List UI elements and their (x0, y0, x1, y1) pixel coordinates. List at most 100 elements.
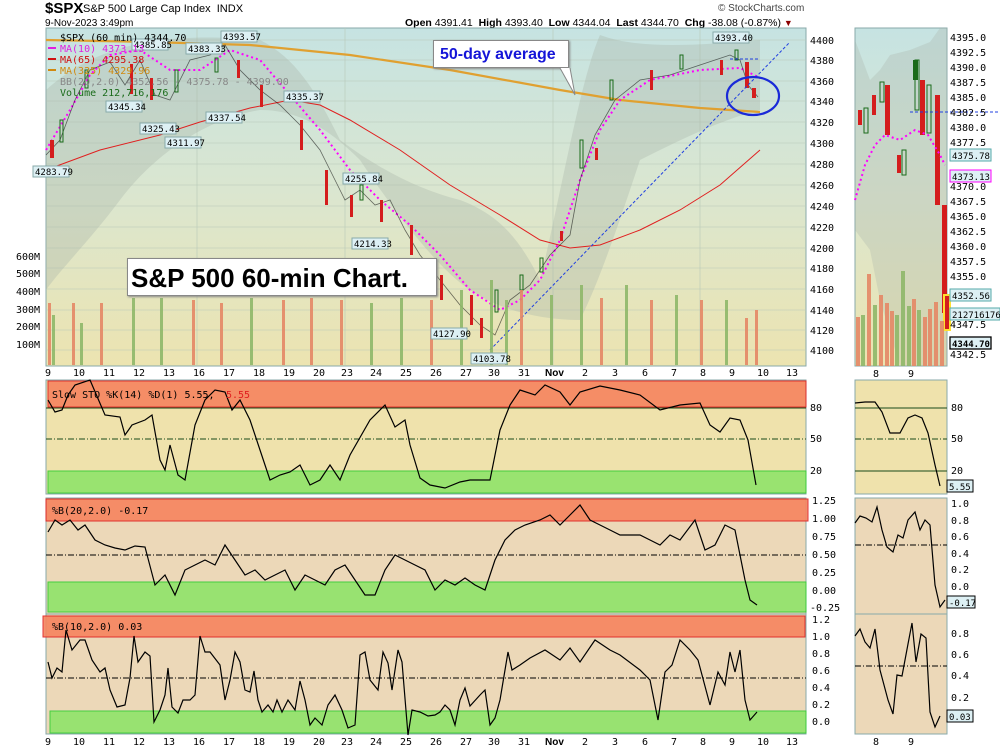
svg-text:20: 20 (313, 368, 325, 379)
svg-text:4340: 4340 (810, 97, 834, 108)
svg-text:30: 30 (488, 368, 500, 379)
svg-text:4355.0: 4355.0 (950, 272, 986, 283)
svg-text:17: 17 (223, 368, 235, 379)
svg-text:19: 19 (283, 368, 295, 379)
svg-text:0.00: 0.00 (812, 586, 836, 597)
svg-text:9: 9 (729, 368, 735, 379)
svg-text:9: 9 (908, 737, 914, 748)
svg-text:13: 13 (786, 368, 798, 379)
svg-text:4260: 4260 (810, 181, 834, 192)
main-price-panel: 4400 4380 4360 4340 4320 4300 4280 4260 4240 42… (16, 27, 834, 379)
svg-text:4127.90: 4127.90 (433, 330, 471, 340)
svg-text:4120: 4120 (810, 326, 834, 337)
exchange: INDX (216, 3, 244, 15)
percent-b10-panel: 1.21.00.80.6 0.40.20.0 9 10 11 12 13 16 17 18 … (42, 613, 830, 748)
svg-text:20: 20 (313, 737, 325, 748)
svg-text:100M: 100M (16, 340, 40, 351)
ma10-tag: 4373.13 (952, 173, 990, 183)
legend-bb: BB(20,2.0) 4352.56 - 4375.78 - 4399.00 (60, 77, 289, 88)
legend-ma65: MA(65) 4295.38 (60, 55, 144, 66)
svg-text:4347.5: 4347.5 (950, 320, 986, 331)
svg-text:4335.37: 4335.37 (286, 93, 324, 103)
low-value: 4344.04 (572, 17, 611, 29)
last-label: Last (616, 17, 638, 29)
svg-text:4140: 4140 (810, 306, 834, 317)
svg-text:27: 27 (460, 368, 472, 379)
svg-text:4280: 4280 (810, 160, 834, 171)
svg-text:12: 12 (133, 368, 145, 379)
svg-text:80: 80 (810, 403, 822, 414)
svg-text:8: 8 (873, 737, 879, 748)
svg-text:400M: 400M (16, 287, 40, 298)
index-name-text: S&P 500 Large Cap Index (83, 3, 211, 15)
svg-text:4255.84: 4255.84 (345, 175, 383, 185)
svg-text:4214.33: 4214.33 (354, 240, 392, 250)
svg-text:0.6: 0.6 (951, 532, 969, 543)
svg-text:0.50: 0.50 (812, 550, 836, 561)
svg-text:31: 31 (518, 737, 530, 748)
svg-text:50: 50 (951, 434, 963, 445)
svg-text:24: 24 (370, 737, 382, 748)
svg-text:4400: 4400 (810, 36, 834, 47)
svg-text:4385.85: 4385.85 (134, 41, 172, 51)
svg-text:0.8: 0.8 (812, 649, 830, 660)
svg-text:Nov: Nov (545, 368, 564, 379)
pb10-tag: 0.03 (949, 713, 971, 723)
legend: $SPX (60 min) 4344.70 MA(10) 4373.13 MA(… (48, 33, 289, 633)
svg-text:0.2: 0.2 (951, 693, 969, 704)
svg-text:4300: 4300 (810, 139, 834, 150)
svg-text:13: 13 (786, 737, 798, 748)
svg-text:1.25: 1.25 (812, 496, 836, 507)
svg-text:0.8: 0.8 (951, 516, 969, 527)
svg-text:4320: 4320 (810, 118, 834, 129)
svg-text:4220: 4220 (810, 223, 834, 234)
svg-text:0.6: 0.6 (812, 666, 830, 677)
svg-text:0.25: 0.25 (812, 568, 836, 579)
svg-text:10: 10 (757, 737, 769, 748)
svg-text:6: 6 (642, 368, 648, 379)
down-triangle-icon: ▼ (783, 18, 793, 28)
svg-text:1.0: 1.0 (812, 632, 830, 643)
svg-text:10: 10 (73, 737, 85, 748)
svg-text:26: 26 (430, 368, 442, 379)
low-label: Low (548, 17, 570, 29)
svg-text:4385.0: 4385.0 (950, 93, 986, 104)
svg-text:4362.5: 4362.5 (950, 227, 986, 238)
svg-text:80: 80 (951, 403, 963, 414)
svg-text:4395.0: 4395.0 (950, 33, 986, 44)
svg-text:4393.40: 4393.40 (715, 34, 753, 44)
svg-text:30: 30 (488, 737, 500, 748)
legend-ma325: MA(325) 4329.96 (60, 66, 150, 77)
bb-lower-tag: 4352.56 (952, 292, 990, 302)
svg-text:6: 6 (642, 737, 648, 748)
svg-text:11: 11 (103, 368, 115, 379)
svg-text:4380.0: 4380.0 (950, 123, 986, 134)
symbol: $SPX (45, 0, 84, 17)
chg-label: Chg (684, 17, 706, 29)
svg-text:0.4: 0.4 (812, 683, 830, 694)
svg-text:4360.0: 4360.0 (950, 242, 986, 253)
svg-text:0.8: 0.8 (951, 629, 969, 640)
svg-text:26: 26 (430, 737, 442, 748)
svg-text:4200: 4200 (810, 244, 834, 255)
svg-text:1.2: 1.2 (812, 615, 830, 626)
sto-tag: 5.55 (949, 483, 971, 493)
svg-text:4377.5: 4377.5 (950, 138, 986, 149)
svg-text:4283.79: 4283.79 (35, 168, 73, 178)
svg-text:7: 7 (671, 368, 677, 379)
svg-text:9: 9 (908, 369, 914, 380)
index-name: S&P 500 Large Cap Index INDX (83, 3, 243, 15)
svg-text:0.4: 0.4 (951, 549, 969, 560)
svg-text:4311.97: 4311.97 (167, 139, 205, 149)
legend-volume: Volume 212,716,176 (60, 88, 168, 99)
svg-text:9: 9 (45, 737, 51, 748)
svg-text:23: 23 (341, 368, 353, 379)
svg-text:4103.78: 4103.78 (473, 355, 511, 365)
svg-text:4387.5: 4387.5 (950, 78, 986, 89)
svg-text:1.00: 1.00 (812, 514, 836, 525)
fifty-day-annotation: 50-day average (433, 40, 569, 68)
svg-text:4160: 4160 (810, 285, 834, 296)
svg-text:4382.5: 4382.5 (950, 108, 986, 119)
svg-text:24: 24 (370, 368, 382, 379)
svg-text:0.2: 0.2 (951, 565, 969, 576)
